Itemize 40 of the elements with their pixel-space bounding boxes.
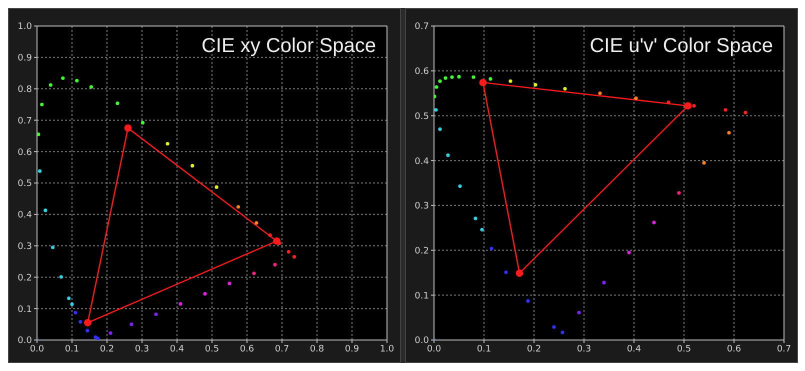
y-tick-label: 0.0 <box>18 336 32 346</box>
y-tick-label: 0.3 <box>414 202 429 212</box>
x-tick-label: 0.3 <box>134 344 150 354</box>
y-tick-label: 0.7 <box>414 22 429 32</box>
x-tick-label: 0.3 <box>576 344 592 354</box>
y-tick-label: 0.7 <box>18 116 32 126</box>
y-tick-label: 0.1 <box>414 291 429 302</box>
y-tick-label: 0.2 <box>18 273 32 284</box>
y-tick-label: 0.2 <box>414 246 429 256</box>
y-tick-label: 0.0 <box>414 336 430 346</box>
y-tick-label: 0.5 <box>414 112 429 122</box>
y-tick-label: 0.6 <box>18 148 32 158</box>
text: CIE u'v' Color Space <box>590 35 773 58</box>
y-tick-label: 0.9 <box>18 54 32 64</box>
x-tick-label: 1.0 <box>380 344 394 354</box>
x-tick-label: 0.0 <box>30 344 44 354</box>
x-tick-label: 0.5 <box>676 344 692 354</box>
x-tick-label: 0.4 <box>170 344 184 354</box>
y-tick-label: 0.8 <box>18 84 32 95</box>
x-tick-label: 0.5 <box>204 344 220 354</box>
y-tick-label: 1.0 <box>18 22 32 32</box>
x-tick-label: 0.7 <box>776 344 792 354</box>
x-tick-label: 0.4 <box>626 344 642 354</box>
y-tick-label: 0.1 <box>18 304 32 315</box>
x-tick-label: 0.2 <box>100 344 114 354</box>
y-tick-label: 0.4 <box>18 210 32 221</box>
y-tick-label: 0.5 <box>18 179 32 190</box>
chart-title: CIE xy Color Space <box>201 35 376 58</box>
x-tick-label: 0.6 <box>240 344 254 354</box>
x-tick-label: 0.2 <box>526 344 542 354</box>
x-tick-label: 0.1 <box>64 344 80 354</box>
x-tick-label: 0.1 <box>476 344 492 354</box>
y-tick-label: 0.3 <box>18 242 32 252</box>
x-tick-label: 0.7 <box>274 344 290 354</box>
x-tick-label: 0.9 <box>344 344 360 354</box>
x-tick-label: 0.6 <box>726 344 742 354</box>
x-tick-label: 0.0 <box>426 344 442 354</box>
x-tick-label: 0.8 <box>310 344 324 354</box>
y-tick-label: 0.6 <box>414 67 430 78</box>
y-tick-label: 0.4 <box>414 156 430 167</box>
